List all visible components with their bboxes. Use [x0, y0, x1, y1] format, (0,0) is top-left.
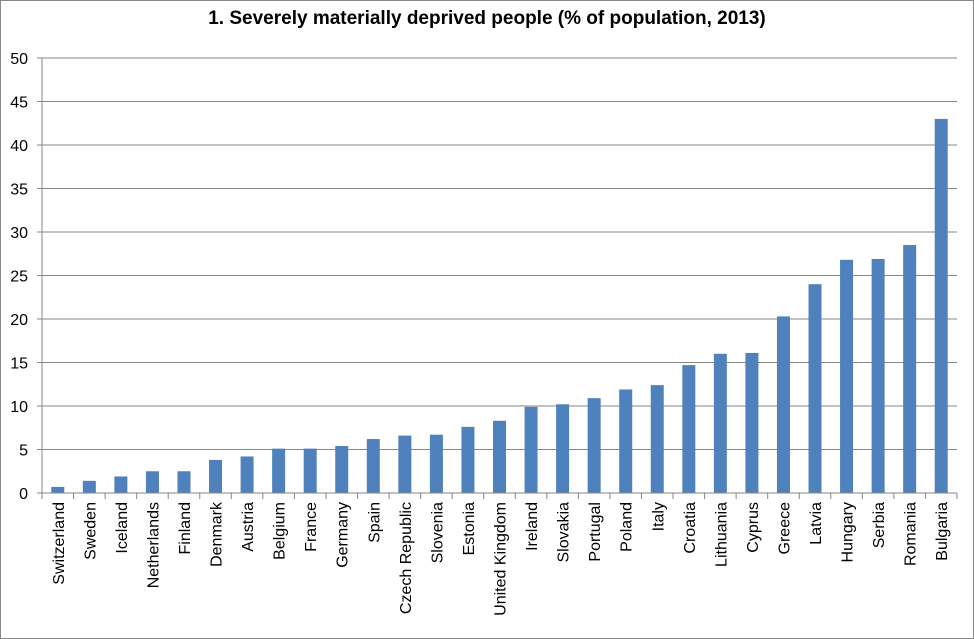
bar — [177, 471, 191, 493]
x-tick-label: Finland — [177, 502, 194, 554]
x-tick-label: United Kingdom — [493, 502, 510, 616]
bar — [840, 259, 854, 493]
x-tick-label: Lithuania — [713, 502, 730, 567]
chart-title: 1. Severely materially deprived people (… — [208, 8, 766, 29]
bar — [682, 365, 696, 493]
y-tick-label: 10 — [10, 399, 28, 416]
y-tick-label: 50 — [10, 51, 28, 68]
x-tick-label: France — [303, 502, 320, 552]
bar — [587, 398, 601, 493]
bar — [776, 316, 790, 493]
x-tick-label: Spain — [366, 502, 383, 543]
bar — [745, 352, 759, 493]
bar — [114, 476, 128, 493]
bar — [272, 448, 286, 493]
bar — [493, 420, 506, 493]
x-tick-label: Ireland — [524, 502, 541, 551]
y-tick-label: 30 — [10, 225, 28, 242]
x-tick-label: Sweden — [82, 502, 99, 560]
x-tick-label: Germany — [335, 502, 352, 568]
x-tick-label: Denmark — [209, 501, 226, 567]
x-tick-label: Poland — [619, 502, 636, 552]
y-tick-label: 40 — [10, 138, 28, 155]
bar — [240, 456, 254, 493]
bar — [650, 385, 664, 493]
bar — [903, 245, 917, 493]
y-axis-ticks: 0 5 10 15 20 25 30 35 40 45 50 — [10, 51, 42, 503]
bar — [145, 471, 159, 493]
bars — [51, 118, 948, 494]
bar — [461, 426, 475, 493]
bar — [556, 404, 570, 493]
bar — [934, 118, 948, 494]
bar — [808, 284, 822, 493]
bar — [209, 459, 223, 493]
x-tick-label: Romania — [903, 502, 920, 566]
bar — [51, 486, 65, 493]
x-tick-label: Slovakia — [556, 502, 573, 563]
gridlines — [42, 57, 957, 450]
x-tick-label: Slovenia — [429, 502, 446, 563]
x-axis-ticks: Switzerland Sweden Iceland Netherlands Finla… — [41, 493, 958, 616]
y-tick-label: 15 — [10, 356, 28, 373]
x-tick-label: Italy — [650, 502, 667, 531]
y-tick-label: 5 — [19, 443, 28, 460]
x-tick-label: Bulgaria — [934, 502, 951, 561]
x-tick-label: Switzerland — [51, 502, 68, 585]
y-tick-label: 45 — [10, 95, 28, 112]
y-tick-label: 25 — [10, 269, 28, 286]
x-tick-label: Estonia — [461, 502, 478, 555]
x-tick-label: Belgium — [272, 502, 289, 560]
y-tick-label: 20 — [10, 312, 28, 329]
axes — [41, 58, 957, 494]
bar — [82, 480, 96, 493]
bar — [429, 434, 443, 493]
x-tick-label: Portugal — [587, 502, 604, 562]
x-tick-label: Serbia — [871, 502, 888, 548]
bar — [303, 448, 317, 493]
x-tick-label: Hungary — [840, 502, 857, 562]
x-tick-label: Iceland — [114, 502, 131, 554]
bar — [713, 353, 727, 493]
x-tick-label: Austria — [240, 502, 257, 552]
bar — [366, 439, 380, 493]
bar — [524, 406, 538, 493]
x-tick-label: Croatia — [682, 502, 699, 554]
x-tick-label: Greece — [776, 502, 793, 555]
x-tick-label: Cyprus — [745, 502, 762, 553]
bar — [335, 446, 349, 493]
x-tick-label: Netherlands — [145, 502, 162, 588]
bar — [398, 435, 412, 493]
x-tick-label: Latvia — [808, 502, 825, 545]
x-tick-label: Czech Republic — [398, 502, 415, 614]
y-tick-label: 0 — [19, 486, 28, 503]
bar — [871, 258, 885, 493]
bar — [619, 389, 633, 493]
y-tick-label: 35 — [10, 182, 28, 199]
